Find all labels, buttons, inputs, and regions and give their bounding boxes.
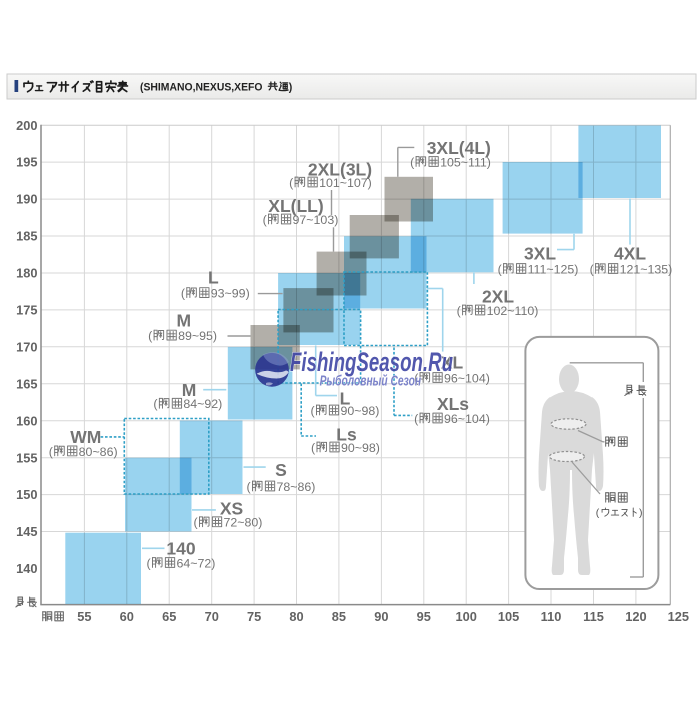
svg-text:L: L [340,388,351,408]
svg-text:(: ( [311,441,316,455]
svg-text:97~103): 97~103) [293,213,339,227]
svg-text:FishingSeason.Ru: FishingSeason.Ru [290,347,453,377]
svg-text:70: 70 [205,609,219,624]
svg-text:S: S [275,460,287,480]
svg-text:140: 140 [166,538,195,558]
svg-text:WM: WM [70,427,101,447]
svg-text:165: 165 [16,376,37,391]
svg-text:105: 105 [498,609,519,624]
svg-text:150: 150 [16,487,37,502]
svg-text:): ) [289,82,293,94]
svg-text:72~80): 72~80) [223,516,262,530]
svg-text:(: ( [49,445,54,459]
svg-text:(: ( [147,556,152,570]
svg-text:(: ( [311,404,316,418]
svg-text:80: 80 [289,609,303,624]
svg-text:(: ( [498,262,503,276]
svg-text:95: 95 [417,609,431,624]
svg-text:105~111): 105~111) [440,155,491,169]
svg-text:90~98): 90~98) [340,404,379,418]
svg-text:190: 190 [16,192,37,207]
svg-text:121~135): 121~135) [620,262,673,276]
svg-text:93~99): 93~99) [211,287,250,301]
svg-text:111~125): 111~125) [528,262,579,276]
svg-text:75: 75 [247,609,261,624]
svg-text:(: ( [247,480,252,494]
svg-text:78~86): 78~86) [276,480,315,494]
svg-text:64~72): 64~72) [176,556,215,570]
svg-text:110: 110 [541,609,562,624]
svg-text:195: 195 [16,155,37,170]
svg-text:Рыболовный Сезон: Рыболовный Сезон [320,372,422,389]
svg-text:(: ( [263,213,268,227]
svg-text:XS: XS [220,499,243,519]
svg-text:4XL: 4XL [614,243,646,263]
svg-text:160: 160 [16,413,37,428]
svg-text:90: 90 [374,609,388,624]
svg-text:XL(LL): XL(LL) [268,196,323,216]
svg-text:(SHIMANO,NEXUS,XEFO: (SHIMANO,NEXUS,XEFO [140,82,263,94]
svg-text:(: ( [457,304,462,318]
svg-text:80~86): 80~86) [79,445,118,459]
svg-text:(: ( [410,155,415,169]
svg-text:(: ( [414,412,419,426]
svg-text:90~98): 90~98) [341,441,380,455]
svg-text:155: 155 [16,450,37,465]
svg-text:101~107): 101~107) [319,176,372,190]
svg-text:(: ( [289,176,294,190]
svg-text:3XL(4L): 3XL(4L) [427,138,491,158]
svg-text:120: 120 [625,609,646,624]
svg-text:(: ( [153,397,158,411]
svg-text:100: 100 [456,609,477,624]
svg-text:84~92): 84~92) [183,397,222,411]
svg-text:(: ( [194,516,199,530]
svg-text:102~110): 102~110) [487,304,539,318]
svg-text:M: M [177,311,192,331]
svg-text:55: 55 [77,609,91,624]
svg-text:180: 180 [16,266,37,281]
svg-text:175: 175 [16,303,37,318]
svg-text:(: ( [148,329,153,343]
svg-text:Ls: Ls [336,424,357,444]
svg-text:L: L [208,268,219,288]
svg-text:3XL: 3XL [524,243,556,263]
svg-text:96~104): 96~104) [444,412,490,426]
svg-text:185: 185 [16,229,37,244]
svg-text:60: 60 [120,609,134,624]
svg-text:(: ( [181,287,186,301]
svg-text:M: M [182,380,197,400]
svg-text:89~95): 89~95) [178,329,217,343]
svg-text:2XL: 2XL [482,286,514,306]
svg-text:2XL(3L): 2XL(3L) [308,160,372,180]
svg-text:125: 125 [668,609,689,624]
svg-text:65: 65 [162,609,176,624]
svg-text:140: 140 [16,561,37,576]
svg-text:115: 115 [583,609,604,624]
svg-text:XLs: XLs [437,394,469,414]
svg-text:145: 145 [16,524,37,539]
svg-text:85: 85 [332,609,346,624]
svg-text:(: ( [596,507,600,519]
svg-text:170: 170 [16,339,37,354]
svg-text:(: ( [590,262,595,276]
svg-text:200: 200 [16,118,37,133]
svg-text:): ) [639,507,643,519]
svg-text:96~104): 96~104) [444,371,490,385]
svg-text:(: ( [414,371,419,385]
svg-text:XL: XL [441,352,464,372]
